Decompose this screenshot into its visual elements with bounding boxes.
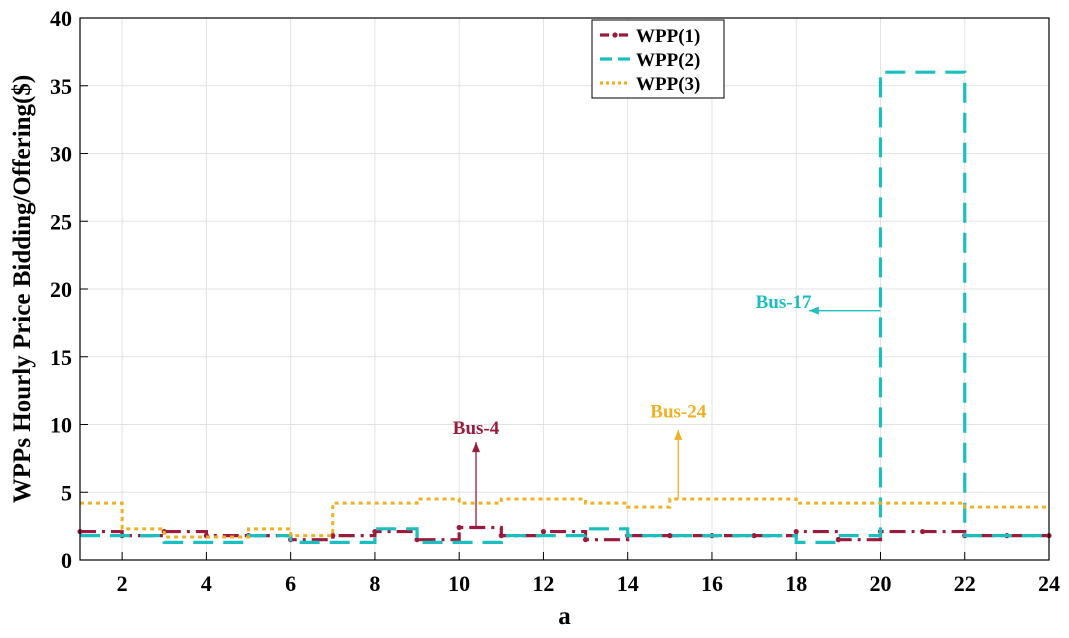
series-point-1 [330,533,336,539]
series-line-3 [80,497,1049,539]
legend: WPP(1) WPP(2) WPP(3) [591,19,725,99]
series-line-1 [80,525,1049,542]
series-point-1 [793,528,799,535]
x-tick-label: 12 [532,571,554,596]
x-tick-label: 4 [201,571,212,596]
y-tick-label: 15 [50,345,72,370]
series-point-1 [456,524,462,531]
y-tick-label: 0 [61,548,72,573]
y-tick-label: 30 [50,142,72,167]
annotation-arrow-head [808,306,819,315]
series-point-1 [835,537,841,543]
series-point-1 [751,533,757,539]
y-tick-label: 25 [50,209,72,234]
legend-label: WPP(3) [636,74,700,95]
x-tick-label: 16 [701,571,723,596]
series-point-1 [498,533,504,539]
series-point-1 [920,528,926,535]
legend-label: WPP(2) [636,50,700,71]
legend-swatch-marker [612,32,618,38]
series-point-1 [667,533,673,539]
annotations: Bus-4 Bus-24 Bus-17 [453,292,881,528]
annotation-label: Bus-4 [453,418,500,439]
x-tick-label: 22 [954,571,976,596]
y-tick-label: 5 [61,480,72,505]
annotation-arrow-head [674,429,683,440]
x-tick-label: 14 [617,571,639,596]
y-axis-label: WPPs Hourly Price Bidding/Offering($) [9,75,36,503]
x-tick-label: 6 [285,571,296,596]
y-tick-label: 10 [50,413,72,438]
annotation-label: Bus-24 [650,402,706,423]
y-tick-label: 20 [50,277,72,302]
y-tick-label: 35 [50,74,72,99]
series-lines [77,70,1052,544]
x-tick-label: 10 [448,571,470,596]
legend-label: WPP(1) [636,26,700,47]
x-tick-label: 8 [369,571,380,596]
x-tick-label: 18 [785,571,807,596]
x-tick-label: 2 [117,571,128,596]
series-point-1 [414,537,420,543]
x-tick-label: 24 [1038,571,1060,596]
y-tick-label: 40 [50,6,72,31]
annotation-label: Bus-17 [756,292,812,313]
annotation-arrow-head [472,442,481,453]
x-axis-label: a [558,603,571,630]
x-tick-label: 20 [869,571,891,596]
series-point-1 [540,528,547,535]
series-point-1 [582,537,589,543]
